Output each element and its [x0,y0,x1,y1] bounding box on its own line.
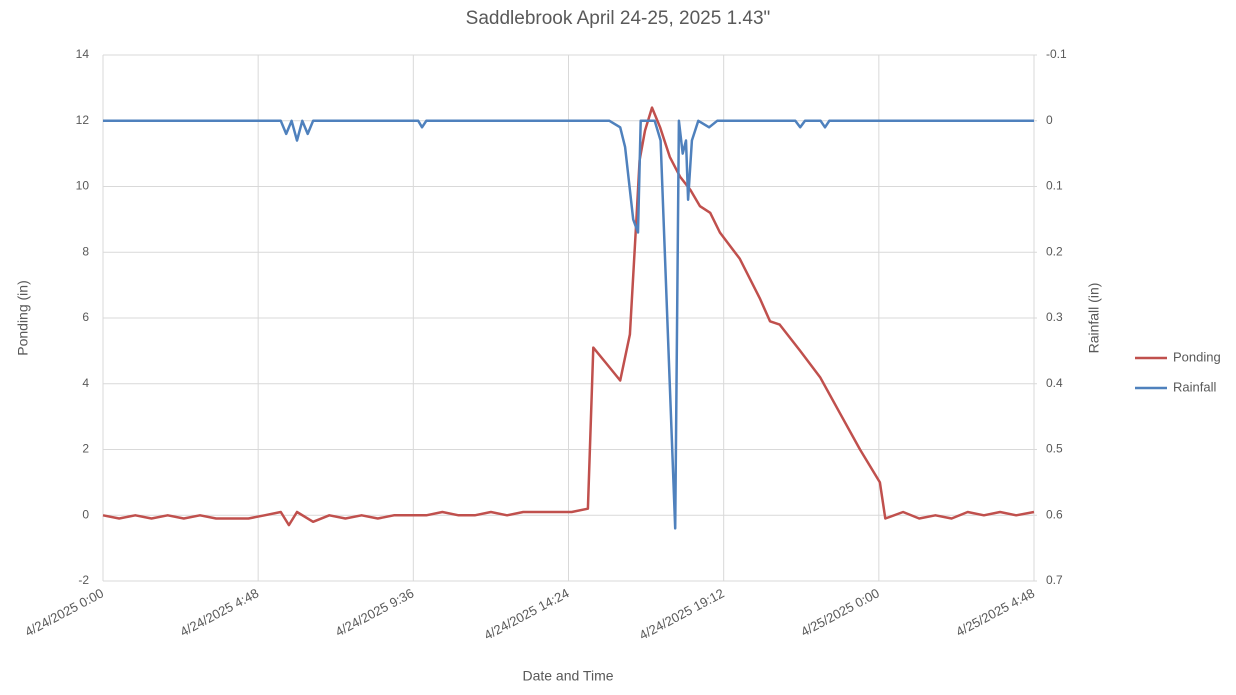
x-tick-label: 4/24/2025 19:12 [637,585,727,642]
y-tick-label: 2 [82,442,89,456]
chart-title: Saddlebrook April 24-25, 2025 1.43" [466,8,771,29]
y-tick-label: 14 [76,47,90,61]
y-tick-label: 6 [82,310,89,324]
y-tick-label: 10 [76,179,90,193]
y-tick-label: -2 [78,573,89,587]
y2-tick-label: 0.1 [1046,179,1063,193]
y-tick-label: 12 [76,113,90,127]
y2-tick-label: -0.1 [1046,47,1067,61]
y2-tick-label: 0.3 [1046,310,1063,324]
y-tick-label: 0 [82,507,89,521]
x-tick-label: 4/24/2025 9:36 [333,585,417,639]
series-line [103,119,1034,530]
x-tick-label: 4/25/2025 4:48 [953,585,1037,639]
y2-tick-label: 0.2 [1046,244,1063,258]
x-tick-label: 4/24/2025 0:00 [22,585,106,639]
x-axis-label: Date and Time [522,668,613,684]
y-axis-label: Ponding (in) [15,280,31,356]
legend-label: Rainfall [1173,379,1216,394]
x-tick-label: 4/25/2025 0:00 [798,585,882,639]
series-line [102,106,1035,527]
y2-tick-label: 0.5 [1046,442,1063,456]
y2-axis-label: Rainfall (in) [1086,283,1102,354]
y2-tick-label: 0.6 [1046,507,1063,521]
legend-label: Ponding [1173,349,1221,364]
x-tick-label: 4/24/2025 14:24 [481,585,571,642]
y2-tick-label: 0.4 [1046,376,1063,390]
y-tick-label: 8 [82,244,89,258]
x-tick-label: 4/24/2025 4:48 [178,585,262,639]
y2-tick-label: 0.7 [1046,573,1063,587]
y2-tick-label: 0 [1046,113,1053,127]
y-tick-label: 4 [82,376,89,390]
